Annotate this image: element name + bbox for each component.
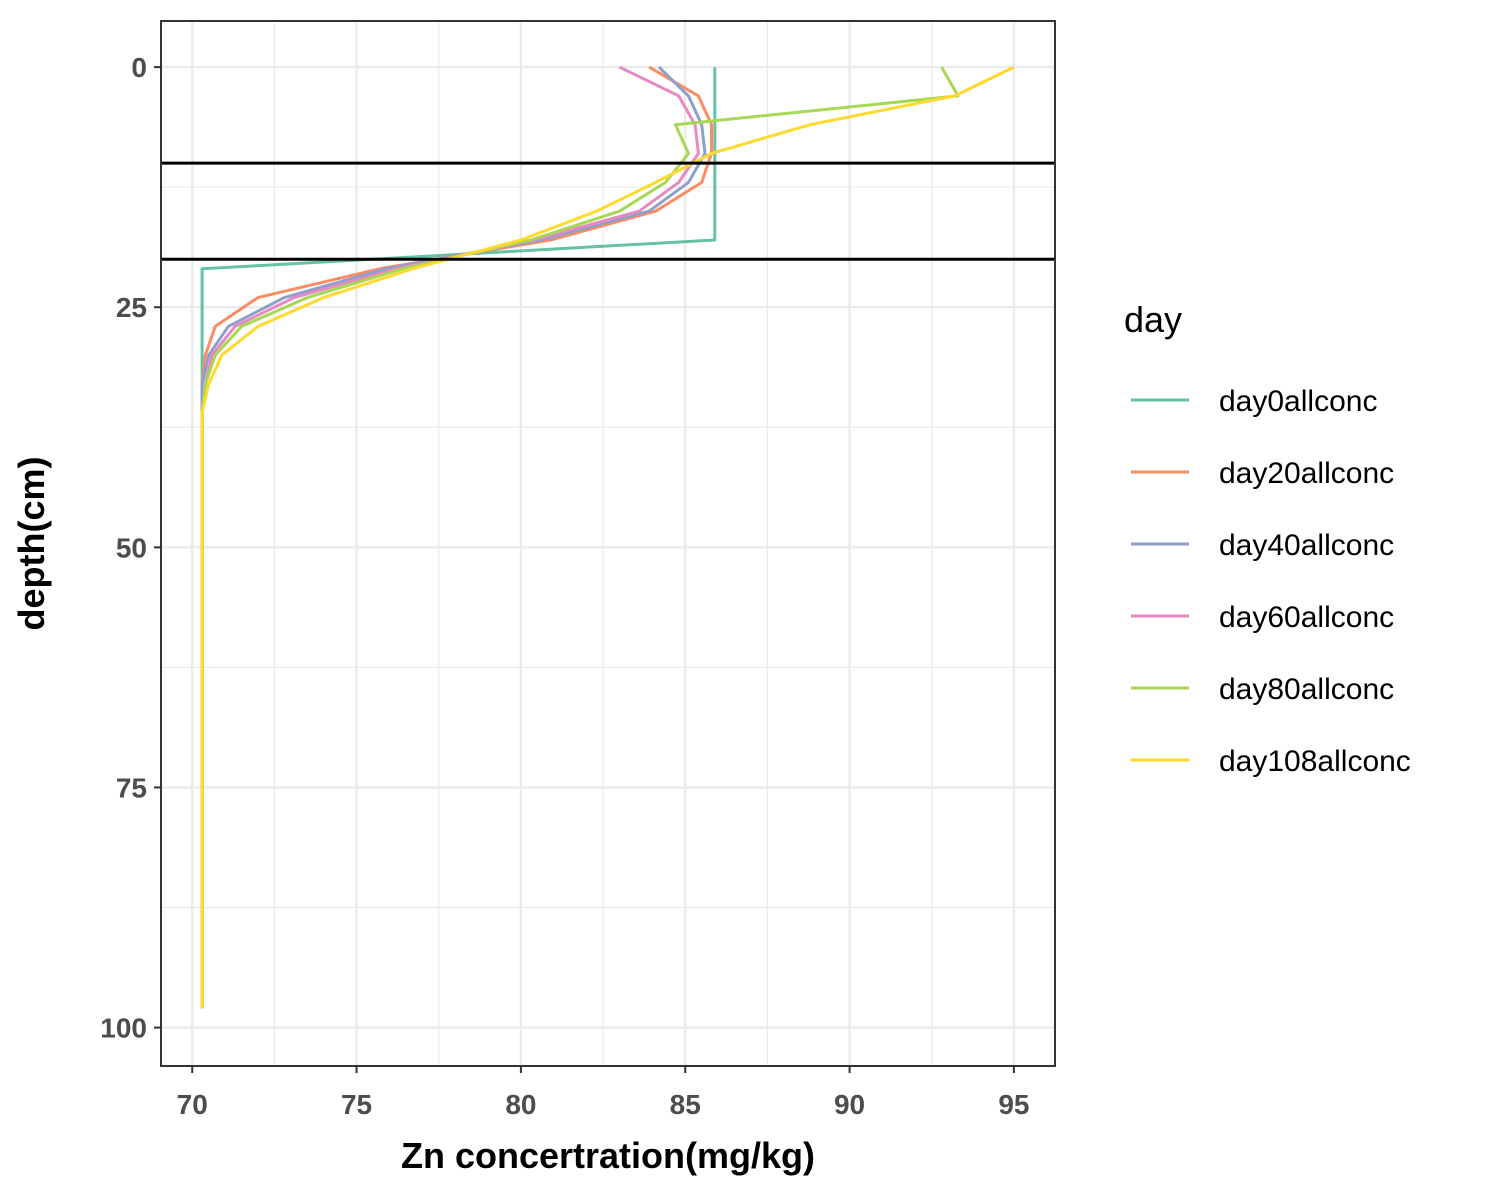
x-tick-label: 75 bbox=[341, 1089, 372, 1120]
y-tick-label: 50 bbox=[116, 532, 147, 563]
legend-label: day0allconc bbox=[1219, 385, 1377, 418]
legend-label: day80allconc bbox=[1219, 673, 1394, 706]
y-tick-label: 25 bbox=[116, 292, 147, 323]
y-tick-label: 0 bbox=[131, 52, 147, 83]
x-tick-label: 95 bbox=[998, 1089, 1029, 1120]
series-lines bbox=[200, 65, 1015, 1009]
x-tick-label: 80 bbox=[505, 1089, 536, 1120]
series-line-day108allconc bbox=[200, 65, 1015, 1009]
y-axis-title: depth(cm) bbox=[11, 457, 52, 631]
x-axis-title: Zn concertration(mg/kg) bbox=[401, 1135, 815, 1176]
y-axis-ticks: 0 25 50 75 100 bbox=[100, 52, 161, 1044]
major-gridlines bbox=[161, 21, 1055, 1066]
reference-lines bbox=[161, 161, 1055, 261]
x-tick-label: 90 bbox=[834, 1089, 865, 1120]
legend-label: day108allconc bbox=[1219, 745, 1411, 778]
x-tick-label: 85 bbox=[670, 1089, 701, 1120]
legend: day day0allconc day20allconc day40allconc d… bbox=[1124, 299, 1411, 778]
x-axis-ticks: 70 75 80 85 90 95 bbox=[177, 1066, 1029, 1120]
y-tick-label: 75 bbox=[116, 772, 147, 803]
minor-gridlines bbox=[161, 21, 1055, 1066]
legend-label: day60allconc bbox=[1219, 601, 1394, 634]
legend-title: day bbox=[1124, 299, 1182, 340]
x-tick-label: 70 bbox=[177, 1089, 208, 1120]
legend-label: day20allconc bbox=[1219, 457, 1394, 490]
panel-border bbox=[160, 20, 1056, 1067]
legend-label: day40allconc bbox=[1219, 529, 1394, 562]
y-tick-label: 100 bbox=[100, 1013, 147, 1044]
